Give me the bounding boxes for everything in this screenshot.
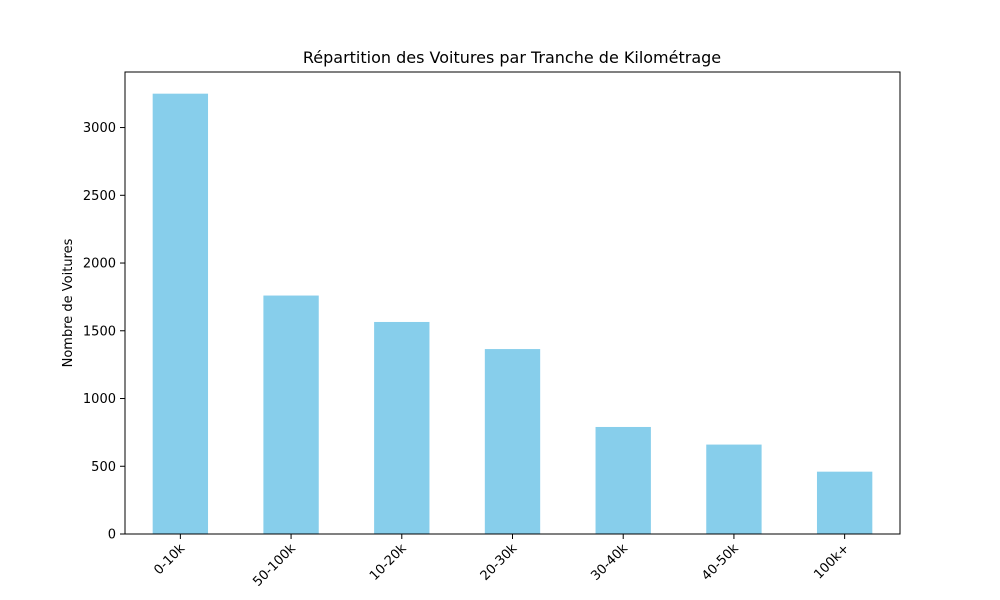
y-tick-label: 0 (108, 528, 116, 543)
bar-100k+ (816, 471, 873, 534)
bar-30-40k (595, 426, 651, 534)
bar-20-30k (484, 349, 541, 534)
y-tick-label: 1000 (83, 392, 116, 407)
x-tick-label: 30-40k (588, 541, 631, 584)
x-tick-label: 40-50k (699, 541, 742, 584)
y-tick-label: 1500 (83, 324, 116, 339)
y-axis-label: Nombre de Voitures (61, 238, 76, 367)
bar-50-100k (263, 295, 319, 534)
chart-title: Répartition des Voitures par Tranche de … (303, 48, 721, 67)
x-tick-label: 20-30k (478, 541, 521, 584)
y-tick-label: 500 (91, 460, 116, 475)
bars-group (152, 93, 873, 534)
x-tick-label: 100k+ (811, 541, 852, 582)
bar-0-10k (152, 93, 209, 534)
y-tick-label: 2000 (83, 257, 116, 272)
y-tick-label: 2500 (83, 189, 116, 204)
y-tick-label: 3000 (83, 121, 116, 136)
bar-40-50k (706, 444, 762, 534)
x-tick-label: 0-10k (151, 541, 188, 578)
x-tick-label: 50-100k (250, 541, 299, 590)
x-axis: 0-10k 50-100k 10-20k 20-30k 30-40k 40-50k 100k… (151, 534, 852, 590)
plot-frame (124, 71, 901, 535)
x-tick-label: 10-20k (367, 541, 410, 584)
y-axis: 0 500 1000 1500 2000 2500 3000 (83, 121, 125, 543)
bar-10-20k (374, 321, 430, 534)
